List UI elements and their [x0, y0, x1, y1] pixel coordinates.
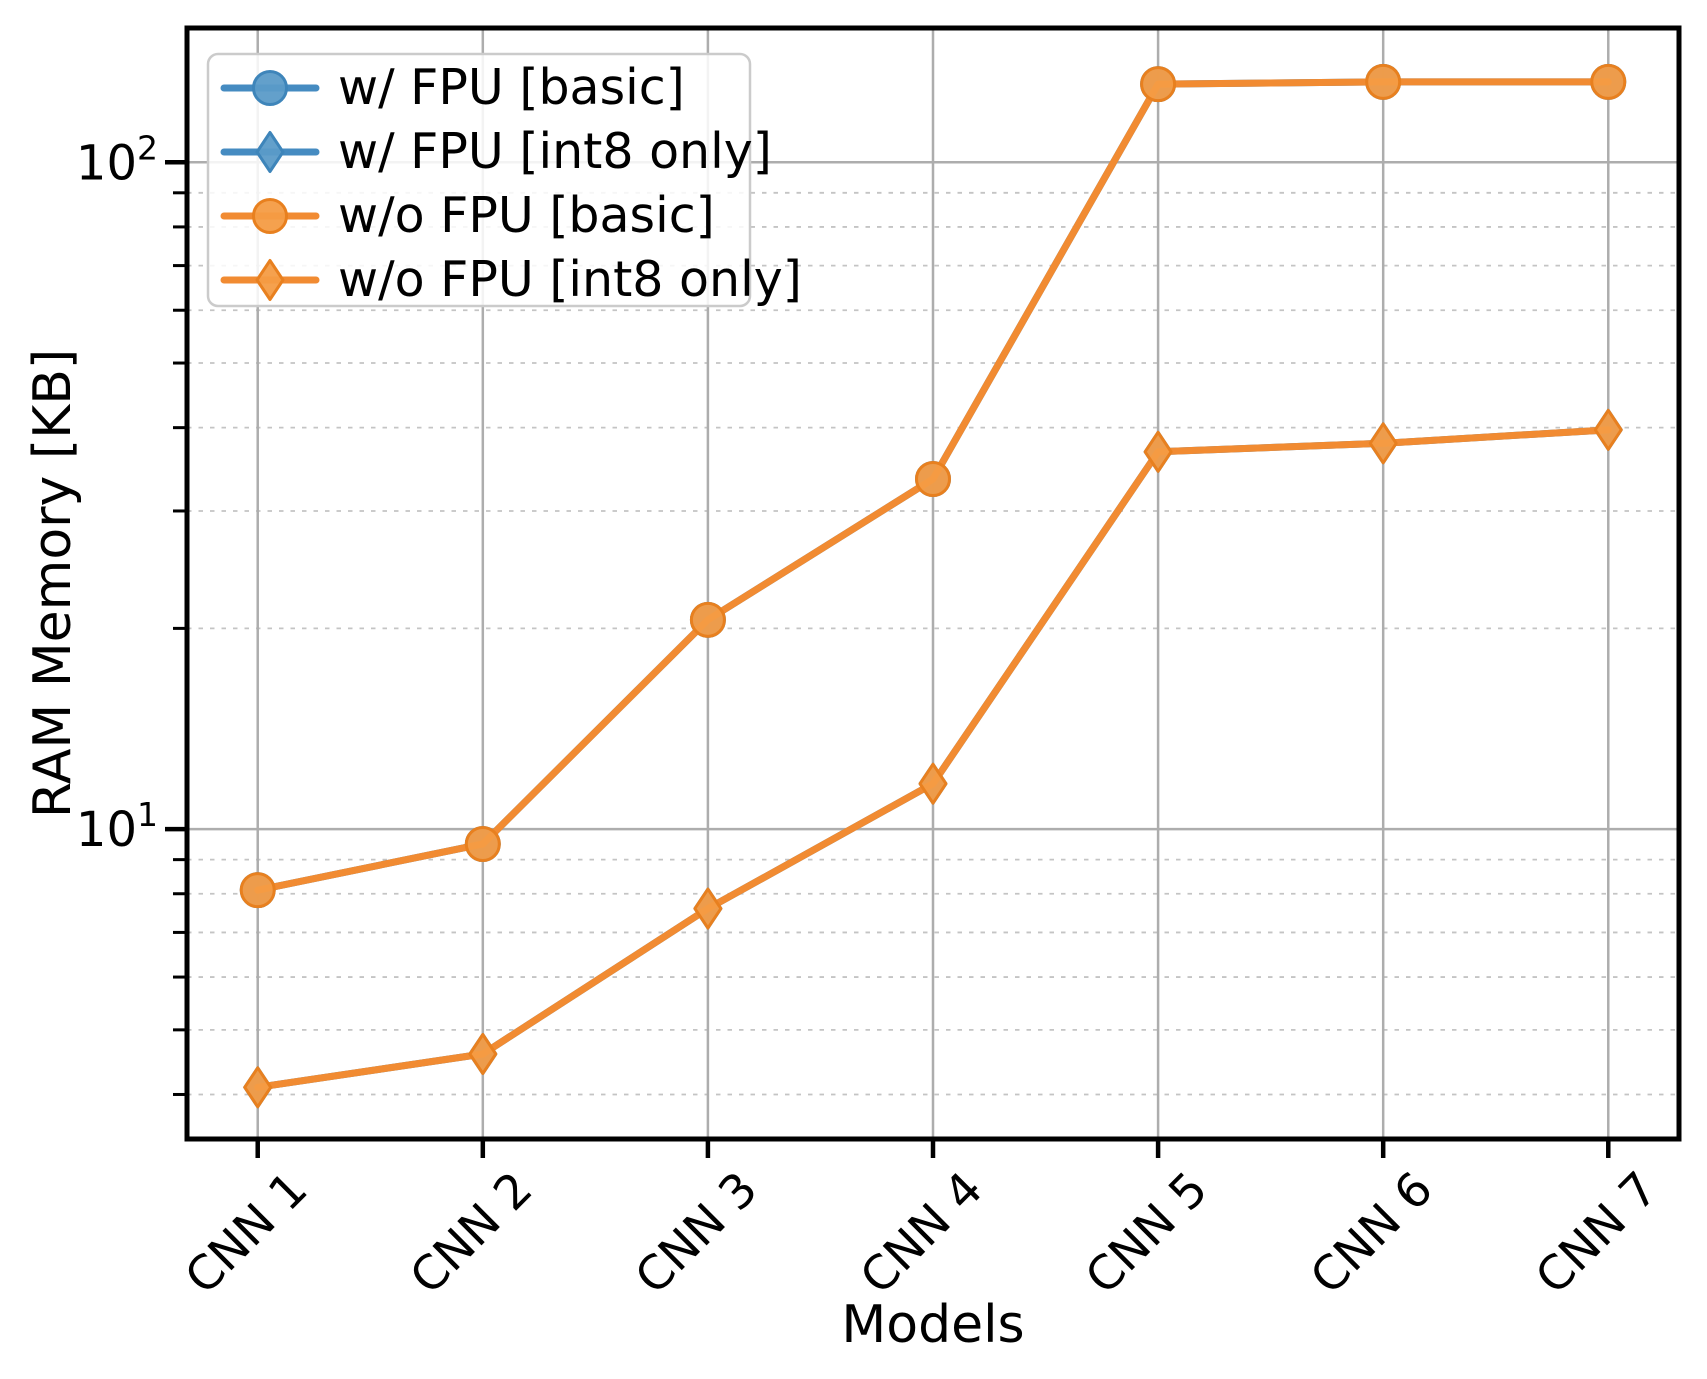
x-tick-label: CNN 3	[625, 1162, 769, 1306]
legend-label: w/o FPU [int8 only]	[338, 251, 802, 308]
x-axis-title: Models	[841, 1295, 1024, 1355]
legend: w/ FPU [basic] w/ FPU [int8 only] w/o FPU …	[206, 52, 802, 308]
ticks	[165, 160, 1611, 1158]
legend-label: w/ FPU [basic]	[338, 59, 685, 116]
data-point-circle	[1140, 66, 1177, 103]
legend-item: w/o FPU [basic]	[220, 187, 715, 244]
data-point-diamond	[243, 1066, 273, 1109]
x-tick-label: CNN 7	[1525, 1162, 1669, 1306]
data-point-circle	[1365, 63, 1402, 100]
data-point-diamond	[1368, 422, 1398, 465]
y-axis-title: RAM Memory [KB]	[23, 349, 83, 818]
data-point-diamond	[1143, 430, 1173, 473]
data-point-diamond	[1593, 408, 1623, 451]
data-point-diamond	[255, 259, 285, 301]
data-point-circle	[689, 601, 726, 638]
data-point-circle	[1590, 63, 1627, 100]
data-point-circle	[252, 70, 288, 106]
legend-item: w/ FPU [int8 only]	[220, 123, 772, 180]
x-tick-label: CNN 6	[1300, 1162, 1444, 1306]
y-tick-label: 101	[76, 795, 158, 858]
data-point-diamond	[255, 131, 285, 173]
data-point-diamond	[468, 1033, 498, 1075]
data-point-circle	[464, 825, 501, 862]
legend-item: w/o FPU [int8 only]	[220, 251, 802, 308]
series-w-o-fpu-basic	[239, 63, 1627, 909]
x-tick-label: CNN 4	[850, 1162, 994, 1306]
data-point-diamond	[918, 762, 948, 805]
data-point-circle	[915, 461, 951, 498]
legend-label: w/o FPU [basic]	[338, 187, 715, 244]
grid	[187, 28, 1679, 1139]
series-w-o-fpu-int8-only	[243, 408, 1623, 1109]
x-tick-label: CNN 1	[175, 1162, 319, 1306]
legend-label: w/ FPU [int8 only]	[338, 123, 772, 180]
data-point-circle	[252, 198, 288, 234]
x-tick-label: CNN 5	[1075, 1162, 1219, 1306]
data-point-circle	[239, 872, 276, 909]
x-tick-label: CNN 2	[400, 1162, 544, 1306]
legend-item: w/ FPU [basic]	[220, 59, 685, 116]
data-point-diamond	[693, 887, 723, 930]
legend-frame	[206, 52, 752, 308]
y-tick-label: 102	[76, 128, 158, 191]
plot-border	[184, 25, 1682, 1142]
